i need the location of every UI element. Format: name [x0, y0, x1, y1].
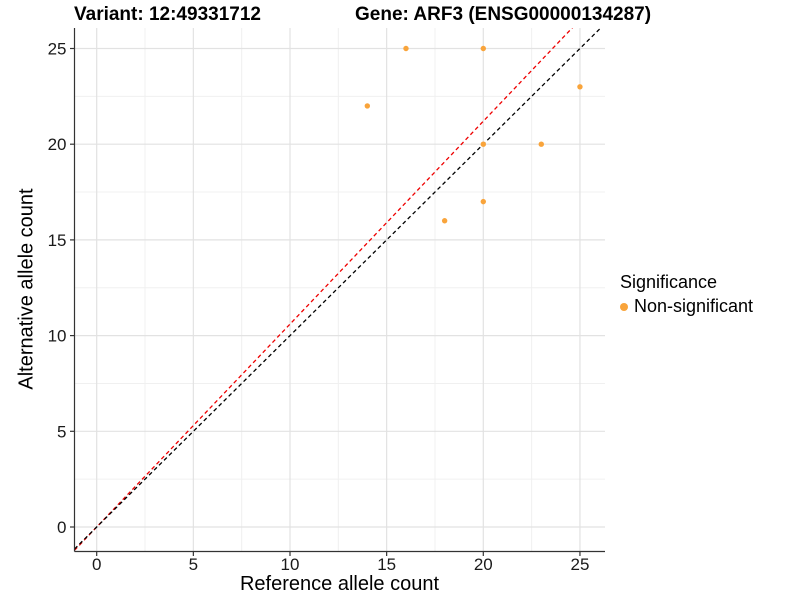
- legend: Significance Non-significant: [620, 272, 753, 317]
- x-tick-label: 15: [377, 555, 396, 574]
- y-axis-title: Alternative allele count: [15, 188, 38, 390]
- data-point: [441, 218, 448, 224]
- data-point: [364, 103, 371, 109]
- y-tick-label: 0: [57, 518, 66, 537]
- data-point: [480, 141, 486, 147]
- y-tick-label: 15: [48, 231, 67, 250]
- y-tick-label: 5: [57, 422, 66, 441]
- legend-item: Non-significant: [620, 296, 753, 317]
- x-tick-label: 10: [281, 555, 300, 574]
- data-point: [538, 141, 544, 147]
- y-tick-label: 25: [48, 40, 67, 59]
- legend-item-label: Non-significant: [634, 296, 754, 316]
- x-tick-label: 5: [189, 555, 198, 574]
- y-tick-label: 10: [48, 327, 67, 346]
- x-tick-label: 20: [474, 555, 493, 574]
- identity-line: [74, 28, 602, 550]
- x-axis-title: Reference allele count: [239, 573, 439, 595]
- data-point: [577, 84, 583, 90]
- x-tick-label: 25: [570, 555, 589, 574]
- fit-line: [74, 28, 574, 551]
- data-point: [480, 45, 486, 52]
- data-point: [403, 45, 409, 52]
- legend-point-icon: [620, 302, 628, 311]
- gene-title: Gene: ARF3 (ENSG00000134287): [355, 4, 652, 25]
- data-point: [480, 198, 486, 205]
- legend-title: Significance: [620, 272, 718, 292]
- x-tick-label: 0: [92, 555, 101, 574]
- y-tick-label: 20: [48, 135, 67, 154]
- variant-title: Variant: 12:49331712: [74, 4, 261, 25]
